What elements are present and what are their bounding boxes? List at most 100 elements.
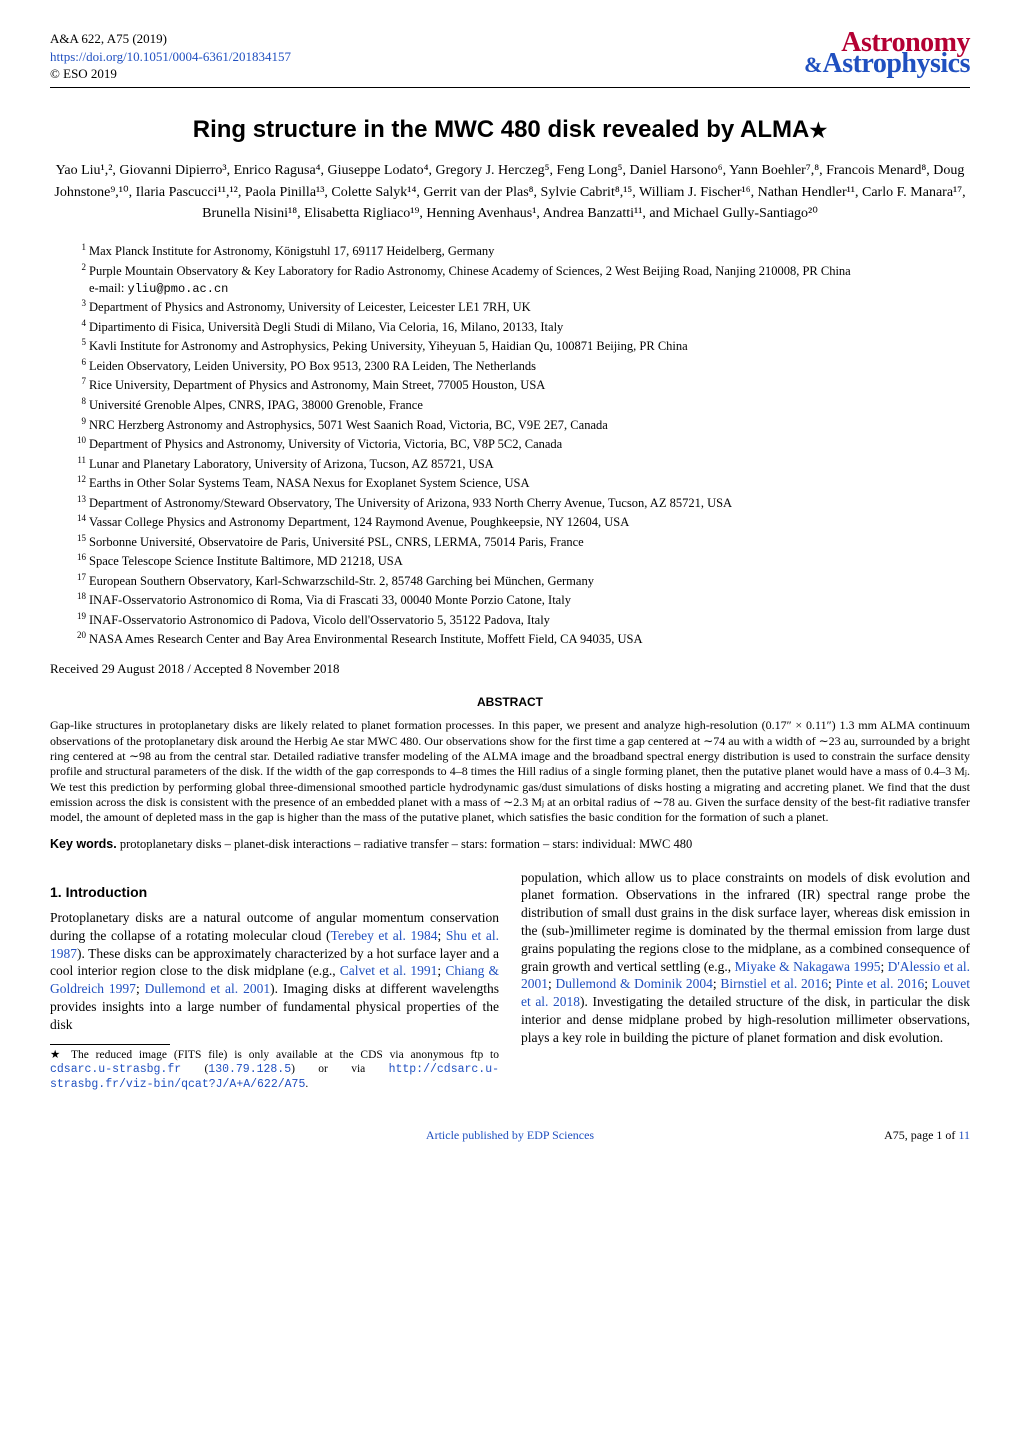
paper-title: Ring structure in the MWC 480 disk revea… [50, 114, 970, 146]
affiliation-number: 13 [72, 493, 86, 505]
affiliation-text: Leiden Observatory, Leiden University, P… [89, 359, 536, 373]
affiliation-text: Department of Astronomy/Steward Observat… [89, 496, 732, 510]
affiliation-item: 12Earths in Other Solar Systems Team, NA… [72, 473, 970, 492]
affiliation-number: 2 [72, 261, 86, 273]
affiliation-item: 11Lunar and Planetary Laboratory, Univer… [72, 454, 970, 473]
affiliation-item: 4Dipartimento di Fisica, Università Degl… [72, 317, 970, 336]
affiliation-text: Université Grenoble Alpes, CNRS, IPAG, 3… [89, 398, 423, 412]
affiliation-number: 1 [72, 241, 86, 253]
affiliation-text: NRC Herzberg Astronomy and Astrophysics,… [89, 418, 608, 432]
column-right: population, which allow us to place cons… [521, 869, 970, 1093]
affiliation-item: 16Space Telescope Science Institute Balt… [72, 551, 970, 570]
footnote-rule [50, 1044, 170, 1045]
title-text: Ring structure in the MWC 480 disk revea… [193, 116, 810, 143]
intro-paragraph-left: Protoplanetary disks are a natural outco… [50, 909, 499, 1034]
keywords-text: protoplanetary disks – planet-disk inter… [117, 837, 693, 851]
footnote-text: . [305, 1078, 308, 1090]
footer-page-number: A75, page 1 of 11 [810, 1127, 970, 1143]
affiliation-number: 17 [72, 571, 86, 583]
received-accepted: Received 29 August 2018 / Accepted 8 Nov… [50, 660, 970, 678]
email-line: e-mail: yliu@pmo.ac.cn [88, 280, 970, 297]
footer-publisher[interactable]: Article published by EDP Sciences [210, 1127, 810, 1143]
affiliation-item: 13Department of Astronomy/Steward Observ… [72, 493, 970, 512]
affiliation-item: 10Department of Physics and Astronomy, U… [72, 434, 970, 453]
affiliation-number: 19 [72, 610, 86, 622]
citation[interactable]: Miyake & Nakagawa 1995 [735, 959, 881, 974]
affiliation-item: 5Kavli Institute for Astronomy and Astro… [72, 336, 970, 355]
footnote-text: ( [181, 1063, 208, 1075]
header-rule [50, 87, 970, 88]
affiliation-item: 2Purple Mountain Observatory & Key Labor… [72, 261, 970, 297]
affiliation-item: 7Rice University, Department of Physics … [72, 375, 970, 394]
affiliation-number: 14 [72, 512, 86, 524]
cds-ip[interactable]: 130.79.128.5 [208, 1063, 291, 1076]
title-footnote-star: ★ [809, 120, 827, 142]
doi-link[interactable]: https://doi.org/10.1051/0004-6361/201834… [50, 49, 291, 64]
email-label: e-mail: [89, 281, 128, 295]
affiliation-item: 9NRC Herzberg Astronomy and Astrophysics… [72, 415, 970, 434]
affiliation-text: Dipartimento di Fisica, Università Degli… [89, 320, 563, 334]
author-list: Yao Liu¹,², Giovanni Dipierro³, Enrico R… [50, 160, 970, 225]
cds-host[interactable]: cdsarc.u-strasbg.fr [50, 1063, 181, 1076]
copyright-line: © ESO 2019 [50, 65, 291, 83]
affiliation-text: Earths in Other Solar Systems Team, NASA… [89, 476, 530, 490]
header-meta: A&A 622, A75 (2019) https://doi.org/10.1… [50, 30, 291, 83]
footnote-text: The reduced image (FITS file) is only av… [64, 1049, 499, 1061]
page-total[interactable]: 11 [958, 1128, 970, 1142]
affiliation-item: 3Department of Physics and Astronomy, Un… [72, 297, 970, 316]
affiliation-item: 1Max Planck Institute for Astronomy, Kön… [72, 241, 970, 260]
affiliation-number: 5 [72, 336, 86, 348]
affiliation-item: 18INAF-Osservatorio Astronomico di Roma,… [72, 590, 970, 609]
citation[interactable]: Terebey et al. 1984 [331, 928, 438, 943]
affiliation-number: 18 [72, 590, 86, 602]
affiliation-text: Max Planck Institute for Astronomy, Köni… [89, 244, 494, 258]
affiliation-number: 7 [72, 375, 86, 387]
affiliation-item: 6Leiden Observatory, Leiden University, … [72, 356, 970, 375]
intro-paragraph-right: population, which allow us to place cons… [521, 869, 970, 1047]
citation[interactable]: Birnstiel et al. 2016 [720, 976, 828, 991]
abstract-text: Gap-like structures in protoplanetary di… [50, 718, 970, 826]
affiliation-number: 11 [72, 454, 86, 466]
affiliation-number: 8 [72, 395, 86, 407]
citation[interactable]: Dullemond & Dominik 2004 [555, 976, 712, 991]
page-footer: Article published by EDP Sciences A75, p… [50, 1127, 970, 1143]
abstract-heading: ABSTRACT [50, 694, 970, 710]
footnote-star: ★ [50, 1049, 64, 1061]
journal-logo: Astronomy &Astrophysics [804, 30, 970, 77]
citation[interactable]: Dullemond et al. 2001 [145, 981, 270, 996]
affiliation-text: Sorbonne Université, Observatoire de Par… [89, 535, 584, 549]
affiliation-text: Department of Physics and Astronomy, Uni… [89, 437, 562, 451]
footnote: ★ The reduced image (FITS file) is only … [50, 1048, 499, 1093]
page-label: A75, page 1 of [884, 1128, 958, 1142]
affiliation-text: Lunar and Planetary Laboratory, Universi… [89, 457, 494, 471]
affiliation-number: 12 [72, 473, 86, 485]
affiliation-text: Kavli Institute for Astronomy and Astrop… [89, 340, 688, 354]
citation[interactable]: Calvet et al. 1991 [340, 963, 438, 978]
affiliation-number: 4 [72, 317, 86, 329]
affiliation-text: Vassar College Physics and Astronomy Dep… [89, 515, 629, 529]
intro-text: ). Investigating the detailed structure … [521, 994, 970, 1045]
sep: ; [136, 981, 145, 996]
affiliation-text: Department of Physics and Astronomy, Uni… [89, 301, 531, 315]
affiliation-text: Purple Mountain Observatory & Key Labora… [89, 264, 851, 278]
affiliation-number: 9 [72, 415, 86, 427]
body-columns: 1. Introduction Protoplanetary disks are… [50, 869, 970, 1093]
affiliation-text: INAF-Osservatorio Astronomico di Padova,… [89, 613, 550, 627]
affiliation-item: 19INAF-Osservatorio Astronomico di Padov… [72, 610, 970, 629]
page-header: A&A 622, A75 (2019) https://doi.org/10.1… [50, 30, 970, 83]
affiliation-text: Space Telescope Science Institute Baltim… [89, 554, 403, 568]
affiliation-text: Rice University, Department of Physics a… [89, 379, 545, 393]
affiliation-list: 1Max Planck Institute for Astronomy, Kön… [72, 241, 970, 648]
footer-spacer [50, 1127, 210, 1143]
email-address[interactable]: yliu@pmo.ac.cn [128, 282, 229, 296]
affiliation-number: 10 [72, 434, 86, 446]
affiliation-item: 17European Southern Observatory, Karl-Sc… [72, 571, 970, 590]
section-1-heading: 1. Introduction [50, 883, 499, 901]
citation[interactable]: Pinte et al. 2016 [835, 976, 924, 991]
logo-ampersand: & [804, 52, 822, 77]
affiliation-item: 8Université Grenoble Alpes, CNRS, IPAG, … [72, 395, 970, 414]
affiliation-number: 6 [72, 356, 86, 368]
affiliation-item: 15Sorbonne Université, Observatoire de P… [72, 532, 970, 551]
journal-reference: A&A 622, A75 (2019) [50, 30, 291, 48]
sep: ; [924, 976, 931, 991]
